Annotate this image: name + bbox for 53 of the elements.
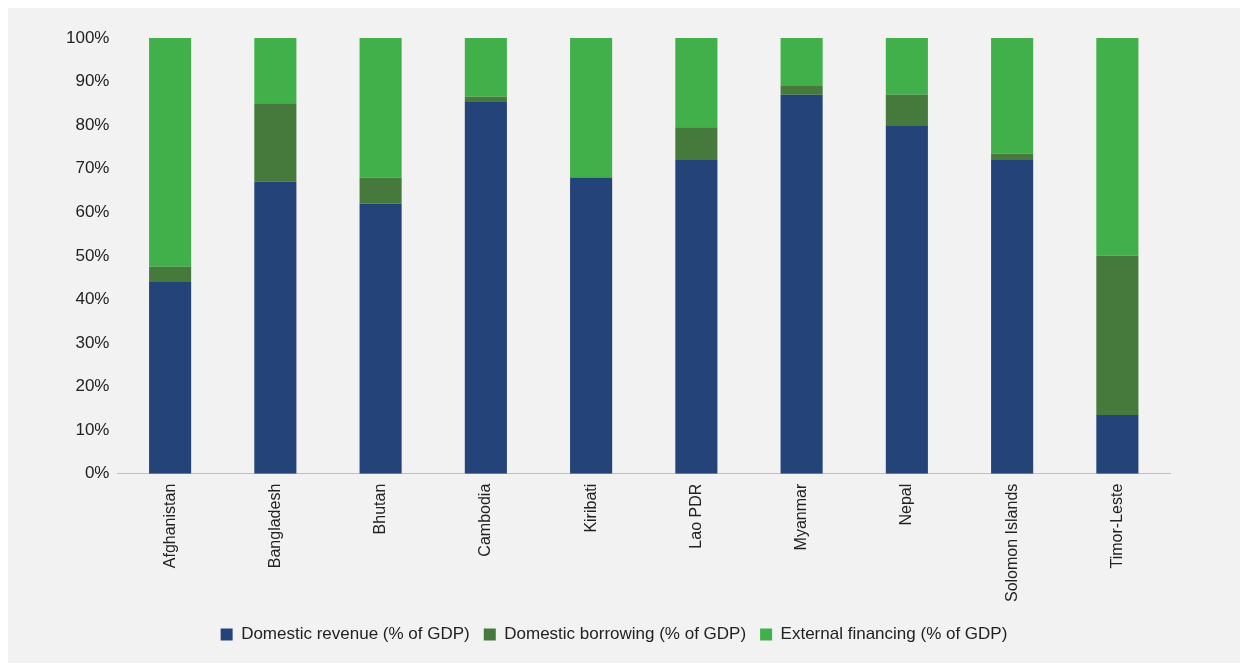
bar <box>675 38 718 128</box>
y-tick-label: 0% <box>84 463 110 483</box>
bar <box>780 38 823 86</box>
x-tick-label: Afghanistan <box>160 483 178 569</box>
bar <box>675 127 718 160</box>
x-tick-label: Kiribati <box>581 483 599 533</box>
bar <box>885 94 928 126</box>
bar <box>359 38 402 178</box>
y-tick-label: 50% <box>75 245 110 265</box>
x-tick-label: Myanmar <box>792 483 810 551</box>
x-tick-label: Lao PDR <box>686 483 704 549</box>
bar <box>149 38 192 267</box>
x-tick-label: Timor-Leste <box>1107 483 1125 569</box>
bar <box>359 177 402 204</box>
bar <box>991 160 1034 474</box>
y-tick-label: 90% <box>75 71 110 91</box>
y-tick-label: 40% <box>75 289 110 309</box>
bar <box>149 266 192 282</box>
bar <box>1096 38 1139 256</box>
bar <box>1096 414 1139 474</box>
legend-label: Domestic borrowing (% of GDP) <box>504 624 747 644</box>
bar <box>464 96 507 102</box>
y-tick-label: 70% <box>75 158 110 178</box>
x-tick-label: Bangladesh <box>265 483 283 569</box>
bar <box>780 94 823 474</box>
bar <box>254 103 297 182</box>
legend-label: Domestic revenue (% of GDP) <box>241 624 470 644</box>
bar <box>885 125 928 474</box>
y-tick-label: 100% <box>66 27 110 47</box>
y-tick-label: 20% <box>75 376 110 396</box>
bar <box>149 282 192 474</box>
bar <box>991 38 1034 154</box>
legend-label: External financing (% of GDP) <box>780 624 1008 644</box>
x-tick-label: Solomon Islands <box>1002 483 1020 603</box>
bar <box>1096 255 1139 415</box>
x-tick-label: Cambodia <box>476 483 494 557</box>
bar <box>570 38 613 178</box>
bar <box>570 177 613 474</box>
x-tick-label: Bhutan <box>371 483 389 535</box>
bar <box>885 38 928 95</box>
bar <box>464 38 507 97</box>
bar <box>780 85 823 95</box>
y-tick-label: 80% <box>75 114 110 134</box>
bar <box>464 101 507 474</box>
y-tick-label: 30% <box>75 332 110 352</box>
bar <box>254 181 297 474</box>
y-tick-label: 60% <box>75 201 110 221</box>
x-tick-label: Nepal <box>897 483 915 526</box>
bar <box>675 160 718 474</box>
bar <box>991 153 1034 160</box>
bar <box>254 38 297 104</box>
y-tick-label: 10% <box>75 419 110 439</box>
bar <box>359 203 402 474</box>
